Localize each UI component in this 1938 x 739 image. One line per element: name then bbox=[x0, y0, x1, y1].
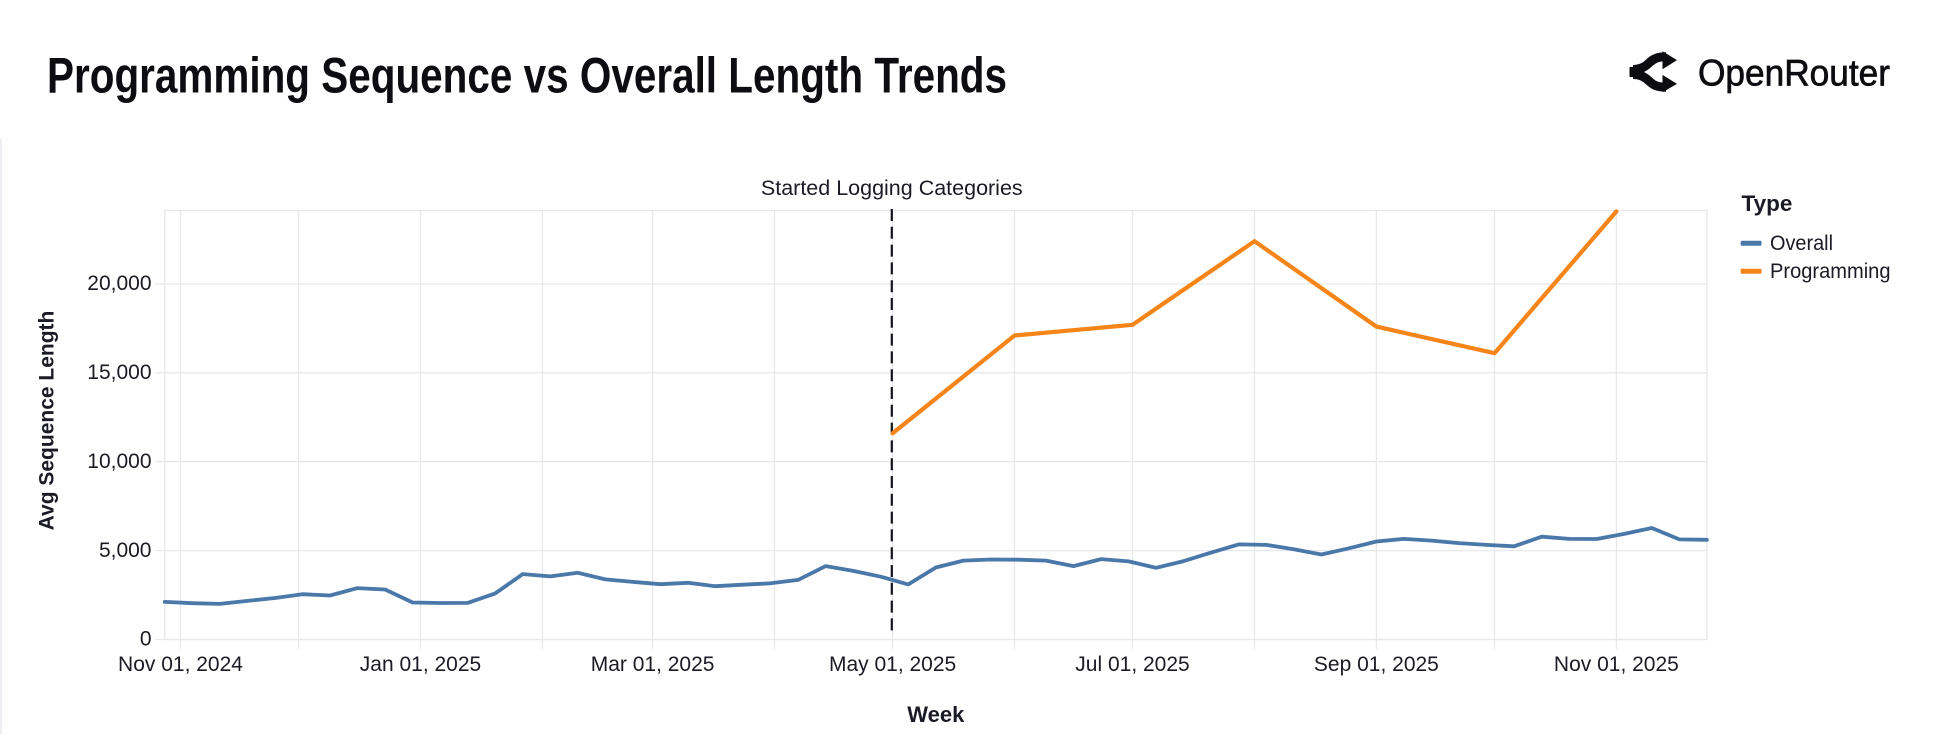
svg-text:Sep 01, 2025: Sep 01, 2025 bbox=[1314, 653, 1439, 676]
svg-text:Avg Sequence Length: Avg Sequence Length bbox=[36, 311, 59, 531]
svg-text:10,000: 10,000 bbox=[87, 450, 151, 473]
svg-text:Programming: Programming bbox=[1770, 260, 1891, 283]
svg-text:Type: Type bbox=[1742, 191, 1793, 216]
svg-text:Nov 01, 2024: Nov 01, 2024 bbox=[118, 653, 243, 676]
svg-text:Jul 01, 2025: Jul 01, 2025 bbox=[1075, 653, 1189, 676]
svg-text:20,000: 20,000 bbox=[87, 272, 151, 295]
svg-text:Jan 01, 2025: Jan 01, 2025 bbox=[360, 653, 481, 676]
svg-text:Started Logging Categories: Started Logging Categories bbox=[761, 176, 1023, 200]
svg-text:Mar 01, 2025: Mar 01, 2025 bbox=[591, 653, 715, 676]
svg-text:Week: Week bbox=[907, 702, 965, 727]
svg-text:15,000: 15,000 bbox=[87, 361, 151, 384]
svg-text:May 01, 2025: May 01, 2025 bbox=[829, 653, 956, 676]
svg-text:0: 0 bbox=[140, 628, 152, 651]
svg-text:Overall: Overall bbox=[1770, 232, 1833, 255]
svg-text:Programming Sequence vs Overal: Programming Sequence vs Overall Length T… bbox=[47, 48, 1007, 104]
svg-text:OpenRouter: OpenRouter bbox=[1698, 52, 1890, 94]
svg-text:5,000: 5,000 bbox=[99, 539, 152, 562]
svg-text:Nov 01, 2025: Nov 01, 2025 bbox=[1554, 653, 1679, 676]
